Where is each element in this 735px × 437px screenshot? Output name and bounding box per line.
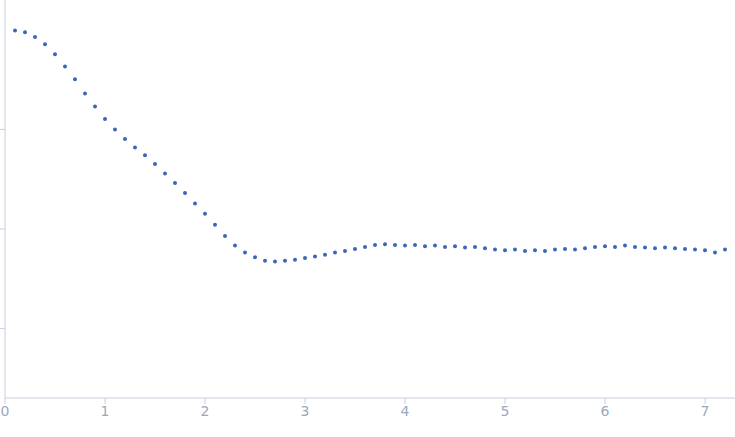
svg-text:6: 6 [601,403,610,419]
svg-text:2: 2 [201,403,210,419]
svg-text:0: 0 [8,403,9,419]
svg-text:4: 4 [401,403,410,419]
svg-text:7: 7 [701,403,710,419]
svg-text:3: 3 [301,403,310,419]
svg-text:5: 5 [501,403,510,419]
svg-text:1: 1 [101,403,110,419]
